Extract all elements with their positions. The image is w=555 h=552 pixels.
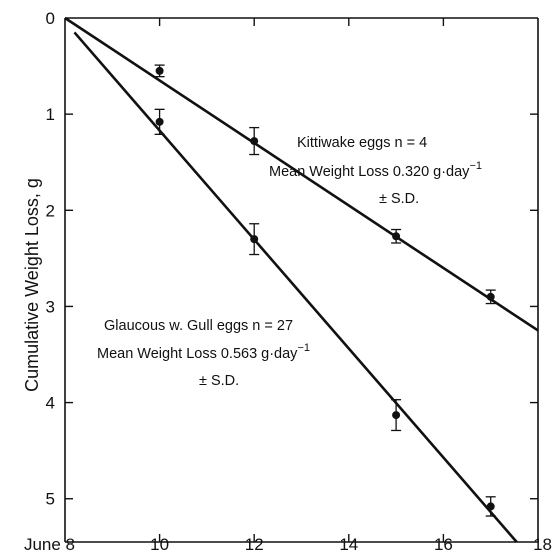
glaucous_gull-point — [486, 502, 495, 511]
y-axis-title: Cumulative Weight Loss, g — [22, 178, 42, 392]
kittiwake-annotation: Kittiwake eggs n = 4 Mean Weight Loss 0.… — [269, 135, 482, 207]
kittiwake-annotation-line-2: Mean Weight Loss 0.320 g·day−1 — [269, 160, 482, 180]
glaucous_gull-point — [392, 411, 401, 420]
plot-axes — [64, 17, 539, 543]
kittiwake-annotation-line-1: Kittiwake eggs n = 4 — [297, 135, 427, 151]
kittiwake-point — [486, 292, 495, 301]
glaucous-gull-annotation-line-1: Glaucous w. Gull eggs n = 27 — [104, 318, 293, 334]
glaucous_gull-fit-line — [73, 31, 518, 543]
glaucous-gull-annotation: Glaucous w. Gull eggs n = 27 Mean Weight… — [97, 318, 310, 389]
y-tick-label: 3 — [46, 297, 55, 316]
fit-lines — [64, 16, 539, 543]
y-tick-label: 4 — [46, 394, 55, 413]
glaucous-gull-annotation-text: Mean Weight Loss 0.563 g·day — [97, 346, 298, 362]
y-tick-label: 0 — [46, 9, 55, 28]
x-tick-label: 12 — [245, 535, 264, 552]
y-tick-label: 2 — [46, 201, 55, 220]
kittiwake-point — [392, 232, 401, 241]
x-tick-label: 18 — [533, 535, 552, 552]
kittiwake-annotation-text: Mean Weight Loss 0.320 g·day — [269, 164, 470, 180]
tick-marks — [65, 18, 538, 542]
kittiwake-point — [155, 66, 164, 75]
x-tick-label: 10 — [150, 535, 169, 552]
glaucous_gull-point — [155, 117, 164, 126]
x-tick-label: June 8 — [24, 535, 75, 552]
x-tick-label: 16 — [434, 535, 453, 552]
kittiwake-annotation-line-3: ± S.D. — [379, 191, 419, 207]
data-points — [155, 66, 495, 511]
glaucous-gull-annotation-superscript: −1 — [297, 342, 310, 354]
glaucous_gull-point — [250, 235, 259, 244]
glaucous-gull-annotation-line-2: Mean Weight Loss 0.563 g·day−1 — [97, 342, 310, 362]
x-tick-label: 14 — [339, 535, 358, 552]
y-tick-label: 5 — [46, 490, 55, 509]
kittiwake-annotation-superscript: −1 — [469, 160, 482, 172]
kittiwake-point — [250, 137, 259, 146]
y-tick-label: 1 — [46, 105, 55, 124]
error-bars — [154, 64, 496, 517]
kittiwake-fit-line — [64, 16, 539, 332]
glaucous-gull-annotation-line-3: ± S.D. — [199, 373, 239, 389]
